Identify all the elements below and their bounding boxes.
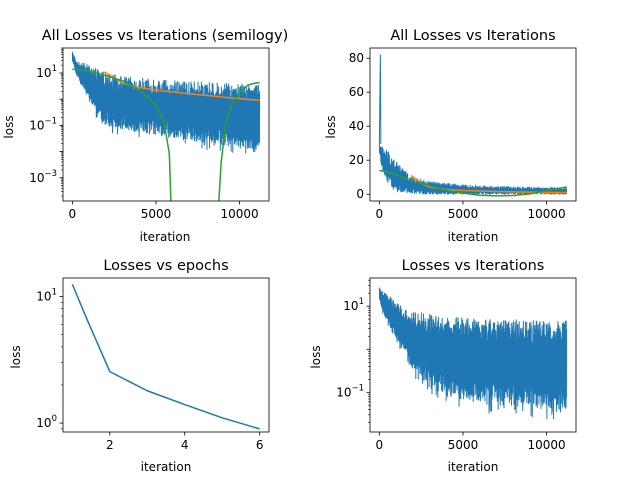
x-tick-label: 10000	[220, 207, 258, 221]
y-tick-base: 10	[36, 66, 51, 80]
subplot-title: All Losses vs Iterations	[390, 28, 555, 44]
y-tick-base: 10	[36, 289, 51, 303]
y-axis-label: loss	[324, 115, 338, 138]
y-tick-exponent: −3	[44, 169, 57, 179]
series-line-0	[71, 283, 260, 430]
y-tick-label: 80	[349, 51, 364, 65]
axes-frame	[369, 47, 577, 202]
plot-area	[71, 51, 261, 201]
subplot-bottom-right: Losses vs Iterations iteration loss 0 500…	[309, 258, 577, 474]
x-tick-label: 4	[181, 438, 189, 452]
y-tick-base: 10	[29, 118, 44, 132]
subplot-top-right: All Losses vs Iterations iteration loss …	[324, 28, 577, 244]
y-axis-label: loss	[309, 345, 323, 368]
x-tick-label: 10000	[527, 207, 565, 221]
y-tick-exponent: 1	[359, 297, 364, 307]
subplot-title: Losses vs epochs	[103, 258, 228, 274]
y-tick-label: 101	[36, 64, 57, 80]
axes-frame	[62, 47, 270, 202]
y-tick-label: 100	[36, 414, 57, 430]
y-tick-exponent: 0	[52, 414, 57, 424]
plot-area	[378, 54, 568, 197]
y-axis-label: loss	[2, 115, 16, 138]
y-tick-label: 60	[349, 85, 364, 99]
x-axis-label: iteration	[140, 230, 191, 244]
y-tick-base: 10	[343, 299, 358, 313]
x-tick-label: 5000	[448, 438, 479, 452]
y-tick-label: 40	[349, 119, 364, 133]
axes-frame	[369, 277, 577, 433]
x-tick-label: 5000	[141, 207, 172, 221]
y-tick-label: 101	[36, 287, 57, 303]
x-tick-label: 5000	[448, 207, 479, 221]
subplot-title: Losses vs Iterations	[402, 258, 545, 274]
y-tick-base: 10	[336, 385, 351, 399]
y-tick-exponent: −1	[44, 116, 57, 126]
y-tick-exponent: −1	[351, 383, 364, 393]
y-tick-exponent: 1	[52, 287, 57, 297]
y-tick-label: 0	[356, 187, 364, 201]
series-line-0	[378, 287, 568, 420]
series-line-1	[103, 71, 260, 102]
y-tick-label: 10−1	[29, 116, 57, 132]
plot-area	[71, 283, 260, 430]
y-axis-label: loss	[9, 345, 23, 368]
y-tick-label: 10−1	[336, 383, 364, 399]
series-line-2	[379, 169, 567, 197]
plot-area	[378, 287, 568, 420]
axes-frame	[62, 277, 270, 433]
y-tick-exponent: 1	[52, 64, 57, 74]
series-line-2	[72, 68, 260, 201]
x-tick-label: 2	[106, 438, 114, 452]
y-tick-label: 20	[349, 153, 364, 167]
subplot-bottom-left: Losses vs epochs iteration loss 2 4 610010…	[9, 258, 270, 474]
y-tick-base: 10	[36, 416, 51, 430]
x-tick-label: 6	[256, 438, 264, 452]
subplot-top-left: All Losses vs Iterations (semilogy) iter…	[2, 28, 288, 244]
x-tick-label: 0	[376, 438, 384, 452]
x-tick-label: 10000	[527, 438, 565, 452]
x-axis-label: iteration	[448, 460, 499, 474]
y-tick-label: 10−3	[29, 169, 57, 185]
x-tick-label: 0	[376, 207, 384, 221]
x-axis-label: iteration	[448, 230, 499, 244]
y-tick-label: 101	[343, 297, 364, 313]
x-tick-label: 0	[69, 207, 77, 221]
y-tick-base: 10	[29, 171, 44, 185]
x-axis-label: iteration	[141, 460, 192, 474]
subplot-title: All Losses vs Iterations (semilogy)	[42, 28, 289, 44]
